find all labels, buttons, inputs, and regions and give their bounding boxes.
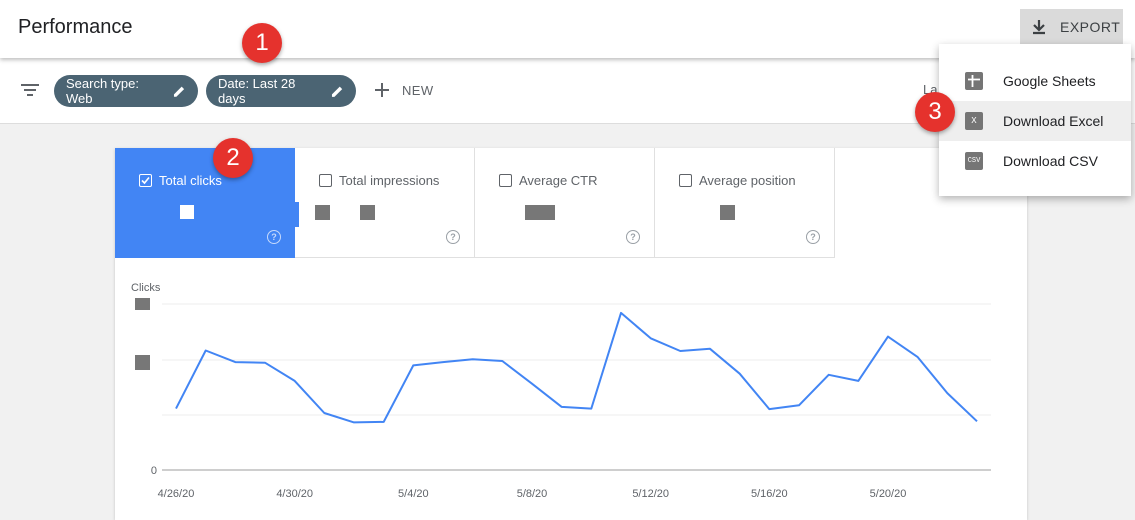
edit-icon[interactable] <box>173 85 186 98</box>
checkbox-icon[interactable] <box>499 174 512 187</box>
step-badge-3: 3 <box>915 92 955 132</box>
filter-icon[interactable] <box>20 83 40 97</box>
active-indicator <box>295 202 299 227</box>
menu-item-google-sheets[interactable]: Google Sheets <box>939 61 1131 101</box>
export-label: EXPORT <box>1060 19 1121 35</box>
redacted-value <box>360 205 375 220</box>
plus-icon <box>375 83 389 97</box>
chart-y-axis-label: Clicks <box>131 282 161 294</box>
chip-label: Search type: Web <box>66 76 139 106</box>
redacted-value <box>315 205 330 220</box>
metric-label: Average CTR <box>519 173 598 188</box>
menu-item-download-excel[interactable]: X Download Excel <box>939 101 1131 141</box>
metric-total-clicks[interactable]: Total clicks ? <box>115 148 295 258</box>
menu-item-label: Download CSV <box>1003 153 1098 169</box>
clicks-series-line <box>175 311 978 424</box>
edit-icon[interactable] <box>331 85 344 98</box>
metric-label: Total impressions <box>339 173 440 188</box>
metric-label: Total clicks <box>159 173 222 188</box>
help-icon[interactable]: ? <box>626 230 640 244</box>
performance-card: Total clicks ? Total impressions ? Avera… <box>115 148 1027 520</box>
x-tick-label: 5/20/20 <box>870 488 907 500</box>
checkbox-icon[interactable] <box>319 174 332 187</box>
step-badge-1: 1 <box>242 23 282 63</box>
sheets-icon <box>965 72 983 90</box>
top-bar: Performance EXPORT <box>0 0 1135 58</box>
menu-item-label: Download Excel <box>1003 113 1104 129</box>
x-tick-label: 4/30/20 <box>276 488 313 500</box>
chip-label: Date: Last 28 days <box>218 76 296 106</box>
menu-item-download-csv[interactable]: CSV Download CSV <box>939 141 1131 181</box>
x-tick-label: 5/12/20 <box>632 488 669 500</box>
export-menu: Google Sheets X Download Excel CSV Downl… <box>939 44 1131 196</box>
download-icon <box>1033 20 1045 35</box>
redacted-value <box>180 205 194 219</box>
step-badge-2: 2 <box>213 138 253 178</box>
search-type-chip[interactable]: Search type: Web <box>54 75 198 107</box>
date-chip[interactable]: Date: Last 28 days <box>206 75 356 107</box>
new-label: NEW <box>402 82 434 98</box>
metric-average-position[interactable]: Average position ? <box>655 148 835 258</box>
excel-icon: X <box>965 112 983 130</box>
clicks-line-chart[interactable]: 04/26/20 4/30/20 5/4/20 5/8/20 5/12/20 5/16/2… <box>115 148 1027 520</box>
y-tick-label: 0 <box>151 465 157 477</box>
csv-icon: CSV <box>965 152 983 170</box>
help-icon[interactable]: ? <box>806 230 820 244</box>
redacted-y-tick <box>135 355 150 370</box>
new-filter-button[interactable]: NEW <box>374 82 434 98</box>
page-title: Performance <box>18 16 133 38</box>
redacted-value <box>525 205 555 220</box>
menu-item-label: Google Sheets <box>1003 73 1096 89</box>
x-tick-label: 4/26/20 <box>158 488 195 500</box>
redacted-y-tick <box>135 298 150 310</box>
x-tick-label: 5/16/20 <box>751 488 788 500</box>
metric-total-impressions[interactable]: Total impressions ? <box>295 148 475 258</box>
help-icon[interactable]: ? <box>267 230 281 244</box>
metric-label: Average position <box>699 173 796 188</box>
metric-average-ctr[interactable]: Average CTR ? <box>475 148 655 258</box>
checkbox-icon[interactable] <box>679 174 692 187</box>
redacted-value <box>720 205 735 220</box>
export-button[interactable]: EXPORT <box>1020 9 1123 45</box>
x-tick-label: 5/4/20 <box>398 488 429 500</box>
help-icon[interactable]: ? <box>446 230 460 244</box>
x-tick-label: 5/8/20 <box>517 488 548 500</box>
checkbox-checked-icon[interactable] <box>139 174 152 187</box>
